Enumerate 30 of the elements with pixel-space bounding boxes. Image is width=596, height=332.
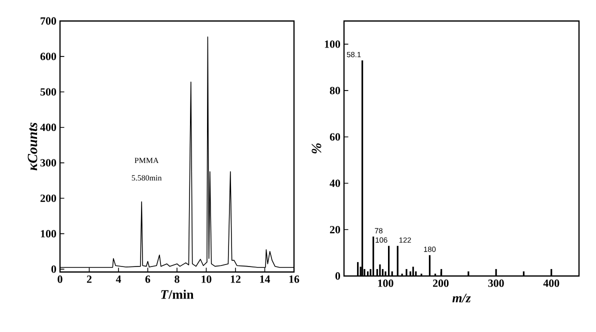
- y-tick-label: 500: [40, 88, 56, 96]
- y-tick-label: 400: [40, 124, 56, 132]
- x-tick-label: 8: [174, 276, 180, 283]
- x-tick-label: 2: [86, 276, 92, 283]
- x-tick-label: 12: [230, 276, 241, 283]
- x-tick-label: 300: [488, 280, 504, 287]
- y-tick-label: 20: [330, 226, 340, 234]
- x-tick-label: 4: [116, 276, 122, 283]
- x-axis-title: m/z: [452, 294, 471, 302]
- x-tick-label: 14: [260, 276, 270, 283]
- y-tick-label: 60: [330, 133, 340, 141]
- x-tick-label: 16: [289, 276, 300, 283]
- y-tick-label: 300: [40, 159, 56, 167]
- y-tick-label: 700: [40, 17, 56, 25]
- x-tick-label: 10: [202, 276, 212, 283]
- x-tick-label: 0: [58, 276, 62, 283]
- y-axis-title: κCounts: [28, 122, 38, 170]
- x-axis-title: T/min: [161, 290, 194, 299]
- x-tick-label: 100: [378, 280, 394, 287]
- y-tick-label: 0: [51, 265, 56, 273]
- x-tick-label: 6: [145, 276, 150, 283]
- y-tick-label: 40: [330, 180, 340, 187]
- y-axis-title: %: [312, 143, 322, 154]
- y-tick-label: 600: [40, 52, 56, 60]
- y-tick-label: 100: [40, 230, 56, 238]
- x-tick-label: 400: [543, 280, 560, 287]
- y-tick-label: 100: [324, 40, 340, 48]
- x-tick-label: 200: [433, 280, 449, 287]
- y-tick-label: 200: [40, 194, 56, 202]
- y-tick-label: 80: [330, 86, 340, 94]
